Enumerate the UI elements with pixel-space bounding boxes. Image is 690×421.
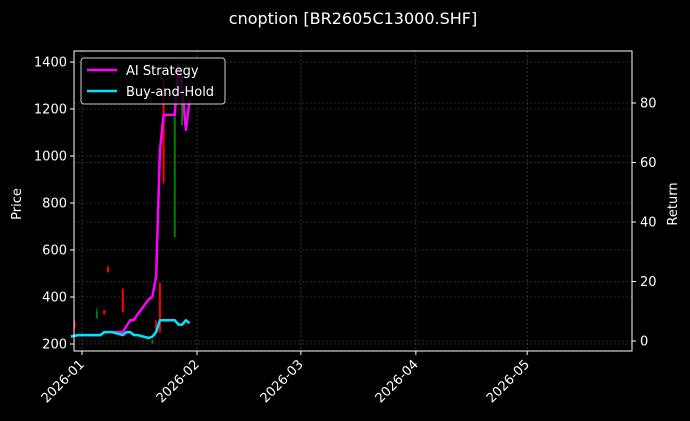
price-tick-label: 600 <box>42 244 67 259</box>
return-tick-label: 60 <box>640 156 657 171</box>
legend-strategy-label: AI Strategy <box>126 64 199 79</box>
price-tick-label: 1200 <box>34 103 67 118</box>
return-axis: 0 20 40 60 80 <box>632 97 657 350</box>
buy-and-hold-line <box>70 318 191 340</box>
return-axis-label: Return <box>666 182 681 225</box>
candle-body <box>103 309 106 315</box>
candle-body <box>95 311 98 319</box>
price-tick-label: 800 <box>42 197 67 212</box>
candle-body <box>158 282 161 333</box>
candle-body <box>173 109 176 238</box>
legend: AI Strategy Buy-and-Hold <box>80 57 226 105</box>
price-axis: 200 400 600 800 1000 1200 1400 <box>34 56 74 353</box>
candle-body <box>73 322 76 328</box>
candle-body <box>106 266 109 273</box>
price-axis-label: Price <box>10 188 25 220</box>
candle-body <box>162 78 165 182</box>
candle-body <box>121 288 124 313</box>
return-tick-label: 0 <box>640 335 648 350</box>
candle-body <box>151 340 154 343</box>
chart-title: cnoption [BR2605C13000.SHF] <box>229 9 477 28</box>
candle-body <box>155 320 158 333</box>
grid-lines <box>74 51 632 351</box>
return-tick-label: 20 <box>640 275 657 290</box>
return-tick-label: 80 <box>640 97 657 112</box>
return-tick-label: 40 <box>640 216 657 231</box>
plot-frame <box>73 50 633 352</box>
legend-buyhold-label: Buy-and-Hold <box>126 85 214 100</box>
price-tick-label: 1000 <box>34 150 67 165</box>
price-tick-label: 400 <box>42 291 67 306</box>
price-tick-label: 1400 <box>34 56 67 71</box>
price-tick-label: 200 <box>42 338 67 353</box>
